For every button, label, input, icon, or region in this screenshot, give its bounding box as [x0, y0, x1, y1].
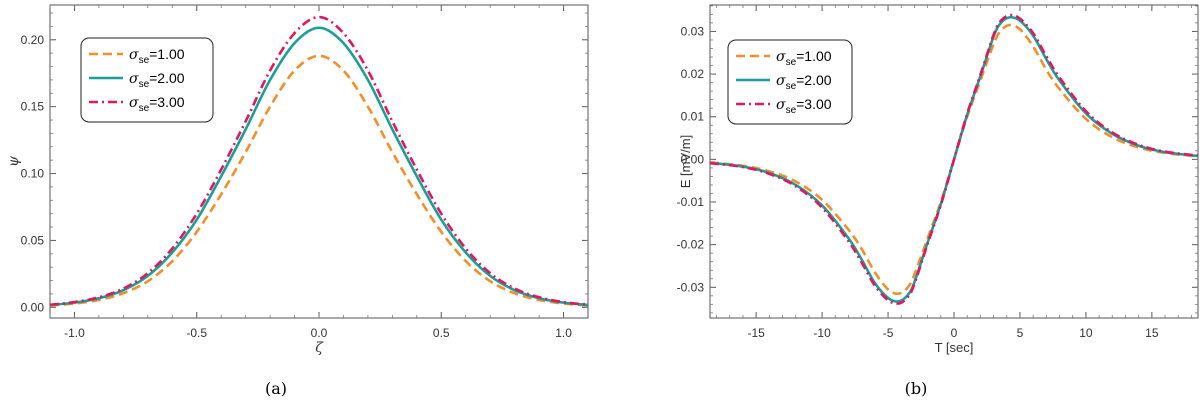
y-tick-label: -0.02 — [677, 238, 705, 252]
panel-caption: (a) — [265, 379, 287, 398]
legend: σse=1.00 σse=2.00 σse=3.00 — [80, 37, 214, 123]
x-tick-label: 0.0 — [311, 326, 328, 340]
y-tick-label: 0.01 — [681, 110, 705, 124]
y-tick-label: -0.03 — [677, 280, 705, 294]
y-tick-label: 0.20 — [21, 33, 45, 47]
y-tick-label: -0.01 — [677, 195, 705, 209]
legend: σse=1.00 σse=2.00 σse=3.00 — [727, 39, 853, 125]
series-line — [50, 54, 588, 307]
x-tick-label: -10 — [813, 326, 831, 340]
x-tick-label: 10 — [1079, 326, 1093, 340]
y-tick-label: 0.10 — [21, 167, 45, 181]
chart-panel-a: -1.0 -0.5 0.0 0.5 1.0 0.00 0.05 0.10 0.15 0.20 ζ ψ (… — [6, 4, 589, 398]
series-line — [50, 15, 588, 307]
x-tick-label: 15 — [1145, 326, 1159, 340]
panel-caption: (b) — [905, 379, 928, 398]
x-tick-label: -15 — [747, 326, 765, 340]
y-tick-label: 0.02 — [681, 67, 705, 81]
x-tick-label: 5 — [1017, 326, 1024, 340]
series-line — [50, 26, 588, 307]
x-axis-label: ζ — [315, 340, 324, 356]
x-tick-label: 0 — [951, 326, 958, 340]
chart-panel-b: -15 -10 -5 0 5 10 15 -0.03 -0.02 -0.01 0.00 0.01 0.0… — [677, 4, 1199, 398]
y-axis-label: E [mV/m] — [678, 135, 693, 188]
x-tick-label: -0.5 — [186, 326, 207, 340]
y-tick-label: 0.05 — [21, 233, 45, 247]
y-tick-label: 0.15 — [21, 100, 45, 114]
legend-label: σse=3.00 — [776, 96, 832, 116]
x-axis-label: T [sec] — [935, 340, 974, 355]
legend-label: σse=1.00 — [129, 46, 185, 66]
series-line — [710, 23, 1198, 296]
y-tick-label: 0.00 — [681, 152, 705, 166]
x-tick-label: 0.5 — [433, 326, 450, 340]
legend-label: σse=1.00 — [776, 48, 832, 68]
legend-label: σse=2.00 — [776, 72, 832, 92]
x-tick-label: -1.0 — [64, 326, 85, 340]
y-axis-label: ψ — [6, 155, 22, 167]
y-tick-label: 0.00 — [21, 300, 45, 314]
legend-label: σse=3.00 — [129, 94, 185, 114]
x-tick-label: 1.0 — [555, 326, 572, 340]
series-line — [710, 13, 1198, 305]
x-tick-label: -5 — [883, 326, 894, 340]
legend-label: σse=2.00 — [129, 70, 185, 90]
y-tick-label: 0.03 — [681, 24, 705, 38]
